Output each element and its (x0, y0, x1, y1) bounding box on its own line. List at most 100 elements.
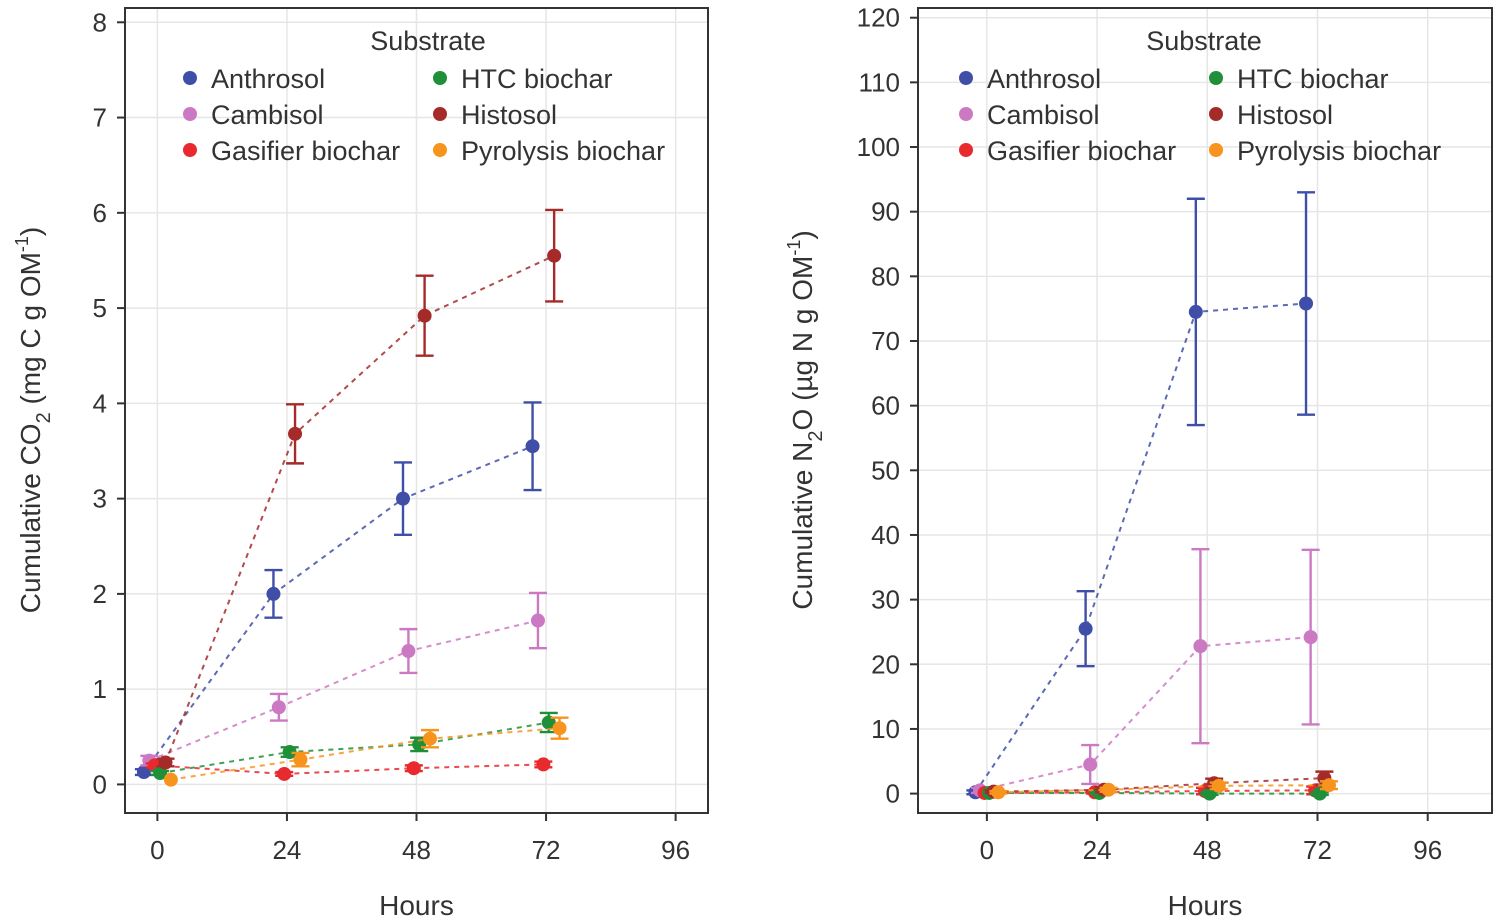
data-point (1321, 778, 1336, 793)
y-axis-title-part: Cumulative CO (15, 423, 46, 613)
data-point (277, 766, 292, 781)
data-point (271, 700, 286, 715)
legend-label: Histosol (461, 100, 557, 130)
y-tick-label: 30 (871, 585, 900, 615)
y-tick-label: 6 (93, 198, 107, 228)
x-tick-label: 24 (1083, 835, 1112, 865)
legend-swatch (183, 71, 197, 85)
x-axis-title: Hours (379, 890, 454, 921)
data-point (1211, 778, 1226, 793)
y-axis-title-part: O (µg N g OM (787, 256, 818, 431)
x-tick-label: 0 (150, 835, 164, 865)
legend-swatch (1209, 107, 1223, 121)
y-axis-title-part: Cumulative N (787, 442, 818, 610)
y-tick-label: 80 (871, 261, 900, 291)
legend-title: Substrate (370, 26, 486, 56)
legend-swatch (959, 143, 973, 157)
data-point (266, 586, 281, 601)
legend-label: HTC biochar (461, 64, 613, 94)
legend-label: Pyrolysis biochar (1237, 136, 1441, 166)
legend-swatch (959, 71, 973, 85)
x-tick-label: 24 (272, 835, 301, 865)
legend-title: Substrate (1146, 26, 1262, 56)
y-axis-title-part: (mg C g OM (15, 252, 46, 412)
data-point (1299, 296, 1314, 311)
y-tick-label: 0 (886, 779, 900, 809)
y-axis-title-part: ) (787, 230, 818, 239)
y-tick-label: 7 (93, 103, 107, 133)
y-tick-label: 90 (871, 197, 900, 227)
data-point (541, 715, 556, 730)
y-tick-label: 20 (871, 649, 900, 679)
data-point (991, 785, 1006, 800)
y-axis-title-part: 2 (805, 430, 827, 441)
legend-swatch (183, 143, 197, 157)
data-point (1078, 621, 1093, 636)
y-axis-title-part: -1 (784, 240, 804, 256)
y-tick-label: 100 (857, 132, 900, 162)
data-point (288, 426, 303, 441)
x-axis-title: Hours (1168, 890, 1243, 921)
data-point (153, 765, 168, 780)
legend-label: Anthrosol (211, 64, 325, 94)
legend-label: Anthrosol (987, 64, 1101, 94)
y-axis-title: Cumulative CO2 (mg C g OM-1) (12, 227, 55, 614)
data-point (422, 731, 437, 746)
y-tick-label: 1 (93, 674, 107, 704)
legend-swatch (433, 107, 447, 121)
series-line (148, 619, 539, 762)
data-point (163, 772, 178, 787)
legend-label: Cambisol (211, 100, 324, 130)
y-tick-label: 8 (93, 7, 107, 37)
data-point (1101, 782, 1116, 797)
data-point (1188, 304, 1203, 319)
data-point (547, 248, 562, 263)
x-tick-label: 96 (661, 835, 690, 865)
y-axis-title-part: ) (15, 227, 46, 236)
data-point (1303, 630, 1318, 645)
legend-label: Gasifier biochar (211, 136, 400, 166)
data-point (396, 491, 411, 506)
data-point (525, 439, 540, 454)
y-tick-label: 50 (871, 455, 900, 485)
y-tick-label: 2 (93, 579, 107, 609)
series-line (164, 254, 555, 763)
data-point (406, 761, 421, 776)
x-tick-label: 48 (1193, 835, 1222, 865)
data-point (417, 308, 432, 323)
x-tick-label: 0 (980, 835, 994, 865)
x-tick-label: 48 (402, 835, 431, 865)
data-point (282, 745, 297, 760)
y-tick-label: 40 (871, 520, 900, 550)
y-tick-label: 0 (93, 769, 107, 799)
data-point (1193, 639, 1208, 654)
y-axis-title-part: 2 (33, 412, 55, 423)
data-point (552, 721, 567, 736)
legend-label: Pyrolysis biochar (461, 136, 665, 166)
legend-swatch (433, 71, 447, 85)
plot-border (917, 7, 1493, 814)
legend-label: Gasifier biochar (987, 136, 1176, 166)
y-tick-label: 4 (93, 388, 107, 418)
series-line (154, 763, 544, 775)
y-tick-label: 3 (93, 484, 107, 514)
data-point (158, 755, 173, 770)
y-axis-title-part: -1 (12, 236, 32, 252)
series-line (143, 445, 533, 773)
legend-label: Cambisol (987, 100, 1100, 130)
series-line (170, 727, 560, 781)
data-point (136, 765, 151, 780)
legend-label: HTC biochar (1237, 64, 1389, 94)
y-axis-title: Cumulative N2O (µg N g OM-1) (784, 230, 827, 609)
data-point (536, 757, 551, 772)
series-line (979, 636, 1311, 792)
data-point (293, 752, 308, 767)
legend-swatch (1209, 71, 1223, 85)
x-tick-label: 72 (532, 835, 561, 865)
y-tick-label: 60 (871, 391, 900, 421)
series-line (159, 721, 549, 774)
data-point (530, 613, 545, 628)
x-tick-label: 72 (1303, 835, 1332, 865)
